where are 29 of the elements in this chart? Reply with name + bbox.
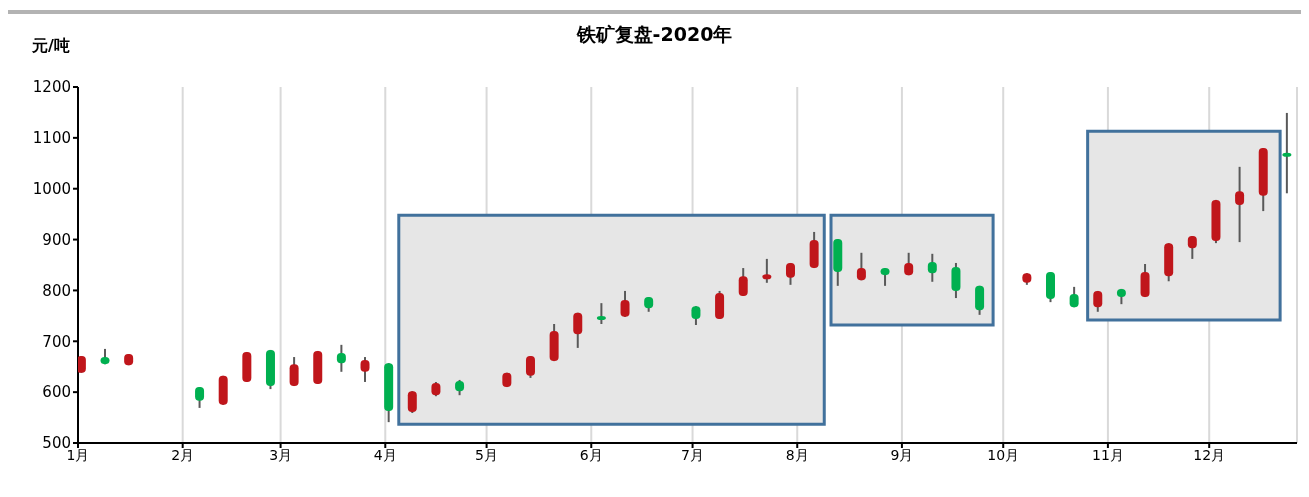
- candlestick: [525, 355, 535, 379]
- y-tick-label: 600: [42, 383, 71, 402]
- candlestick: [573, 311, 583, 349]
- y-tick-label: 700: [42, 332, 71, 351]
- candlestick: [620, 289, 630, 318]
- candlestick: [951, 261, 961, 300]
- candlestick: [289, 356, 299, 388]
- x-tick-label: 6月: [579, 446, 603, 463]
- y-tick-label: 1000: [32, 180, 71, 199]
- y-tick-label: 1100: [32, 129, 71, 148]
- y-tick-label: 1200: [32, 78, 71, 97]
- y-axis-title: 元/吨: [32, 36, 70, 57]
- x-tick-label: 8月: [785, 446, 809, 463]
- x-tick-label: 12月: [1193, 446, 1226, 463]
- chart-title: 铁矿复盘-2020年: [576, 23, 733, 45]
- x-tick-label: 9月: [890, 446, 914, 463]
- candlestick: [1235, 165, 1245, 244]
- candlestick: [738, 267, 748, 298]
- x-tick-label: 5月: [475, 446, 499, 463]
- x-tick-label: 11月: [1091, 446, 1124, 463]
- x-tick-label: 7月: [681, 446, 705, 463]
- x-tick-label: 3月: [269, 446, 293, 463]
- x-tick-label: 2月: [171, 446, 195, 463]
- candlestick: [195, 386, 205, 409]
- x-tick-label: 10月: [987, 446, 1020, 463]
- x-tick-label: 4月: [373, 446, 397, 463]
- candlestick: [407, 390, 417, 414]
- y-tick-label: 900: [42, 230, 71, 249]
- y-tick-label: 800: [42, 281, 71, 300]
